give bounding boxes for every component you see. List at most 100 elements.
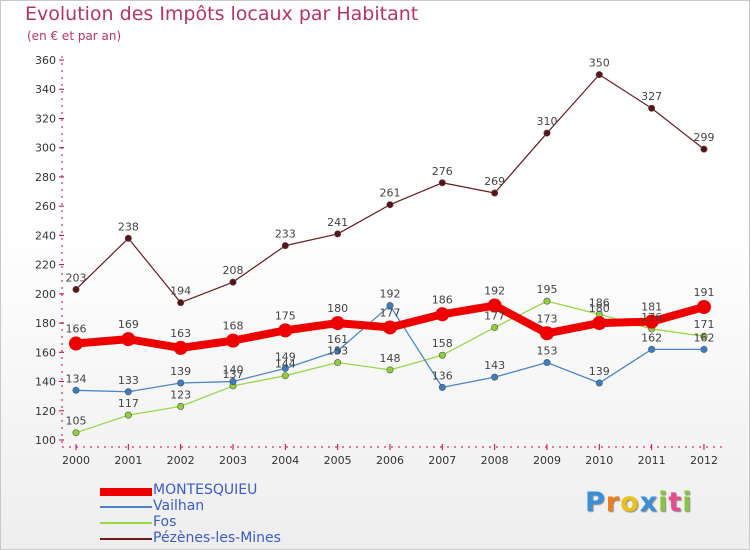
data-point-fos: [700, 332, 708, 340]
data-point-pezenes: [543, 129, 551, 137]
data-point-vailhan: [543, 359, 551, 367]
data-label-vailhan: 143: [484, 359, 505, 372]
data-point-pezenes: [648, 104, 656, 112]
data-point-vailhan: [229, 378, 237, 386]
data-point-vailhan: [595, 379, 603, 387]
y-tick-label: 160: [35, 346, 56, 359]
data-point-fos: [72, 429, 80, 437]
data-point-vailhan: [648, 345, 656, 353]
data-label-montesquieu: 180: [327, 302, 348, 315]
proxiti-logo: Proxiti: [585, 487, 693, 518]
data-label-fos: 186: [589, 296, 610, 309]
data-label-pezenes: 203: [66, 271, 87, 284]
data-label-pezenes: 241: [327, 216, 348, 229]
data-label-fos: 153: [327, 345, 348, 358]
data-label-fos: 158: [432, 337, 453, 350]
data-label-fos: 123: [170, 388, 191, 401]
data-label-montesquieu: 181: [641, 301, 662, 314]
data-point-vailhan: [124, 388, 132, 396]
data-point-pezenes: [491, 189, 499, 197]
data-label-pezenes: 194: [170, 285, 191, 298]
data-label-fos: 148: [379, 352, 400, 365]
data-point-vailhan: [491, 373, 499, 381]
x-tick-label: 2000: [62, 454, 90, 467]
data-label-pezenes: 261: [379, 187, 400, 200]
x-tick-label: 2003: [219, 454, 247, 467]
x-tick-label: 2004: [271, 454, 299, 467]
data-point-montesquieu: [121, 332, 136, 347]
data-point-vailhan: [386, 302, 394, 310]
x-tick-label: 2012: [690, 454, 718, 467]
x-tick-label: 2002: [167, 454, 195, 467]
data-point-fos: [491, 323, 499, 331]
data-point-montesquieu: [173, 340, 188, 355]
x-tick-label: 2007: [428, 454, 456, 467]
data-label-vailhan: 149: [275, 350, 296, 363]
logo-letter: i: [682, 487, 693, 518]
data-label-fos: 144: [275, 358, 296, 371]
x-tick-label: 2006: [376, 454, 404, 467]
y-tick-label: 220: [35, 259, 56, 272]
data-label-vailhan: 153: [536, 345, 557, 358]
data-point-montesquieu: [539, 326, 554, 341]
y-tick-label: 200: [35, 288, 56, 301]
y-tick-label: 320: [35, 112, 56, 125]
data-label-fos: 105: [66, 415, 87, 428]
data-point-pezenes: [177, 299, 185, 307]
data-point-pezenes: [438, 179, 446, 187]
data-label-fos: 176: [641, 311, 662, 324]
data-point-vailhan: [438, 383, 446, 391]
data-label-fos: 117: [118, 397, 139, 410]
data-label-montesquieu: 166: [66, 323, 87, 336]
data-point-pezenes: [229, 278, 237, 286]
data-point-fos: [334, 359, 342, 367]
data-label-pezenes: 350: [589, 57, 610, 70]
x-tick-label: 2001: [114, 454, 142, 467]
data-label-montesquieu: 163: [170, 327, 191, 340]
chart-plot: 100 120 140 160 180 200 220 240 260 280 300 320 340 3…: [35, 54, 722, 467]
data-point-montesquieu: [225, 333, 240, 348]
data-point-montesquieu: [69, 336, 83, 351]
data-label-pezenes: 233: [275, 228, 296, 241]
data-point-pezenes: [72, 285, 80, 293]
data-point-pezenes: [124, 234, 132, 242]
logo-letter: t: [668, 487, 683, 518]
data-label-fos: 137: [222, 368, 243, 381]
data-label-montesquieu: 173: [536, 312, 557, 325]
chart-title: Evolution des Impôts locaux par Habitant: [25, 3, 419, 25]
y-tick-label: 140: [35, 376, 56, 389]
legend-swatch-fos: [100, 522, 152, 524]
y-tick-label: 340: [35, 83, 56, 96]
legend-swatch-pezenes: [100, 538, 152, 540]
data-point-fos: [124, 411, 132, 419]
data-point-vailhan: [177, 379, 185, 387]
data-label-pezenes: 269: [484, 175, 505, 188]
logo-letter: P: [585, 487, 606, 518]
data-point-montesquieu: [487, 298, 502, 313]
logo-letter: o: [620, 487, 640, 518]
data-point-montesquieu: [592, 316, 607, 331]
data-label-vailhan: 139: [170, 365, 191, 378]
x-tick-label: 2005: [324, 454, 352, 467]
y-tick-label: 180: [35, 317, 56, 330]
data-label-montesquieu: 186: [432, 293, 453, 306]
data-point-fos: [543, 297, 551, 305]
x-tick-label: 2010: [585, 454, 613, 467]
data-point-montesquieu: [435, 307, 450, 322]
legend-label-pezenes: Pézènes-les-Mines: [153, 530, 281, 546]
data-label-montesquieu: 177: [379, 306, 400, 319]
chart-subtitle: (en € et par an): [27, 29, 122, 43]
data-point-montesquieu: [382, 320, 397, 335]
data-label-pezenes: 208: [222, 264, 243, 277]
data-label-montesquieu: 169: [118, 318, 139, 331]
data-point-pezenes: [595, 71, 603, 79]
data-point-fos: [177, 402, 185, 410]
y-tick-label: 360: [35, 54, 56, 67]
data-label-montesquieu: 192: [484, 285, 505, 298]
y-tick-label: 240: [35, 229, 56, 242]
data-point-montesquieu: [330, 316, 345, 331]
data-label-vailhan: 161: [327, 333, 348, 346]
data-label-vailhan: 134: [66, 372, 87, 385]
data-label-fos: 171: [693, 318, 714, 331]
data-label-fos: 177: [484, 309, 505, 322]
